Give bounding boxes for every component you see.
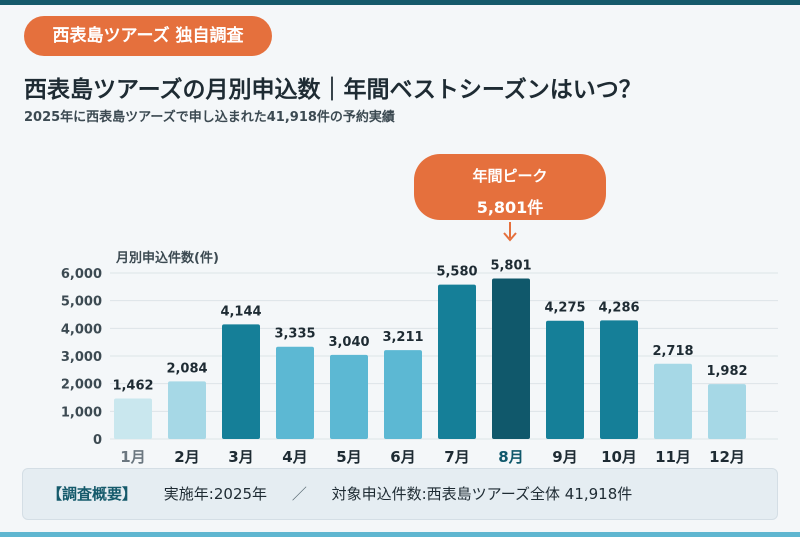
summary-tag: 【調査概要】 <box>47 485 138 503</box>
x-tick-label: 9月 <box>552 448 577 466</box>
bar <box>492 278 530 439</box>
bar <box>600 320 638 439</box>
x-tick-label: 5月 <box>336 448 361 466</box>
x-tick-label: 7月 <box>444 448 469 466</box>
bar-value-label: 5,580 <box>436 265 477 280</box>
bar-value-label: 4,275 <box>544 301 585 316</box>
bar <box>330 354 368 439</box>
y-tick-label: 1,000 <box>61 405 102 420</box>
x-tick-label: 10月 <box>601 448 637 466</box>
bar-value-label: 3,335 <box>274 327 315 342</box>
peak-label: 年間ピーク <box>472 167 548 185</box>
peak-arrow-icon <box>503 222 517 242</box>
y-tick-label: 4,000 <box>61 322 102 337</box>
peak-value: 5,801件 <box>476 198 544 217</box>
y-axis-label: 月別申込件数(件) <box>115 250 219 266</box>
bar-value-label: 2,084 <box>166 361 207 376</box>
x-tick-label: 6月 <box>390 448 415 466</box>
bar-value-label: 3,040 <box>328 335 369 350</box>
page-title: 西表島ツアーズの月別申込数｜年間ベストシーズンはいつ？ <box>24 77 642 103</box>
bar-value-label: 4,286 <box>598 300 639 315</box>
bar-value-label: 2,718 <box>652 344 693 359</box>
x-tick-label: 3月 <box>228 448 253 466</box>
bar <box>438 284 476 439</box>
bar <box>546 320 584 439</box>
y-tick-label: 6,000 <box>61 267 102 282</box>
bar <box>384 350 422 439</box>
summary-separator: ／ <box>291 485 307 503</box>
y-tick-label: 0 <box>93 433 102 448</box>
x-tick-label: 4月 <box>282 448 307 466</box>
peak-callout: 年間ピーク 5,801件 <box>414 154 606 220</box>
survey-badge: 西表島ツアーズ 独自調査 <box>24 16 272 56</box>
top-accent-bar <box>0 0 800 5</box>
page-subtitle: 2025年に西表島ツアーズで申し込まれた41,918件の予約実績 <box>24 110 395 125</box>
survey-summary: 【調査概要】 実施年:2025年 ／ 対象申込件数:西表島ツアーズ全体 41,9… <box>22 468 778 520</box>
bar <box>276 346 314 439</box>
y-tick-label: 5,000 <box>61 295 102 310</box>
x-tick-label: 8月 <box>498 448 523 466</box>
y-tick-label: 2,000 <box>61 378 102 393</box>
bar <box>708 384 746 439</box>
bar-value-label: 4,144 <box>220 304 261 319</box>
bar <box>114 398 152 439</box>
bar <box>654 363 692 439</box>
x-tick-label: 2月 <box>174 448 199 466</box>
bar-chart: 月別申込件数(件) 0 1,000 2,000 3,000 4,000 5,000 6,00… <box>61 222 778 466</box>
summary-period: 実施年:2025年 <box>163 485 268 503</box>
x-tick-label: 11月 <box>655 448 691 466</box>
x-tick-label: 12月 <box>709 448 745 466</box>
bar <box>222 324 260 439</box>
x-tick-label: 1月 <box>120 448 145 466</box>
bar-value-label: 5,801 <box>490 259 531 274</box>
summary-scope: 対象申込件数:西表島ツアーズ全体 41,918件 <box>331 485 633 503</box>
bottom-accent-bar <box>0 532 800 537</box>
bar-value-label: 1,982 <box>706 364 747 379</box>
bar-value-label: 3,211 <box>382 330 423 345</box>
y-tick-label: 3,000 <box>61 350 102 365</box>
bar <box>168 381 206 439</box>
bar-value-label: 1,462 <box>112 379 153 394</box>
